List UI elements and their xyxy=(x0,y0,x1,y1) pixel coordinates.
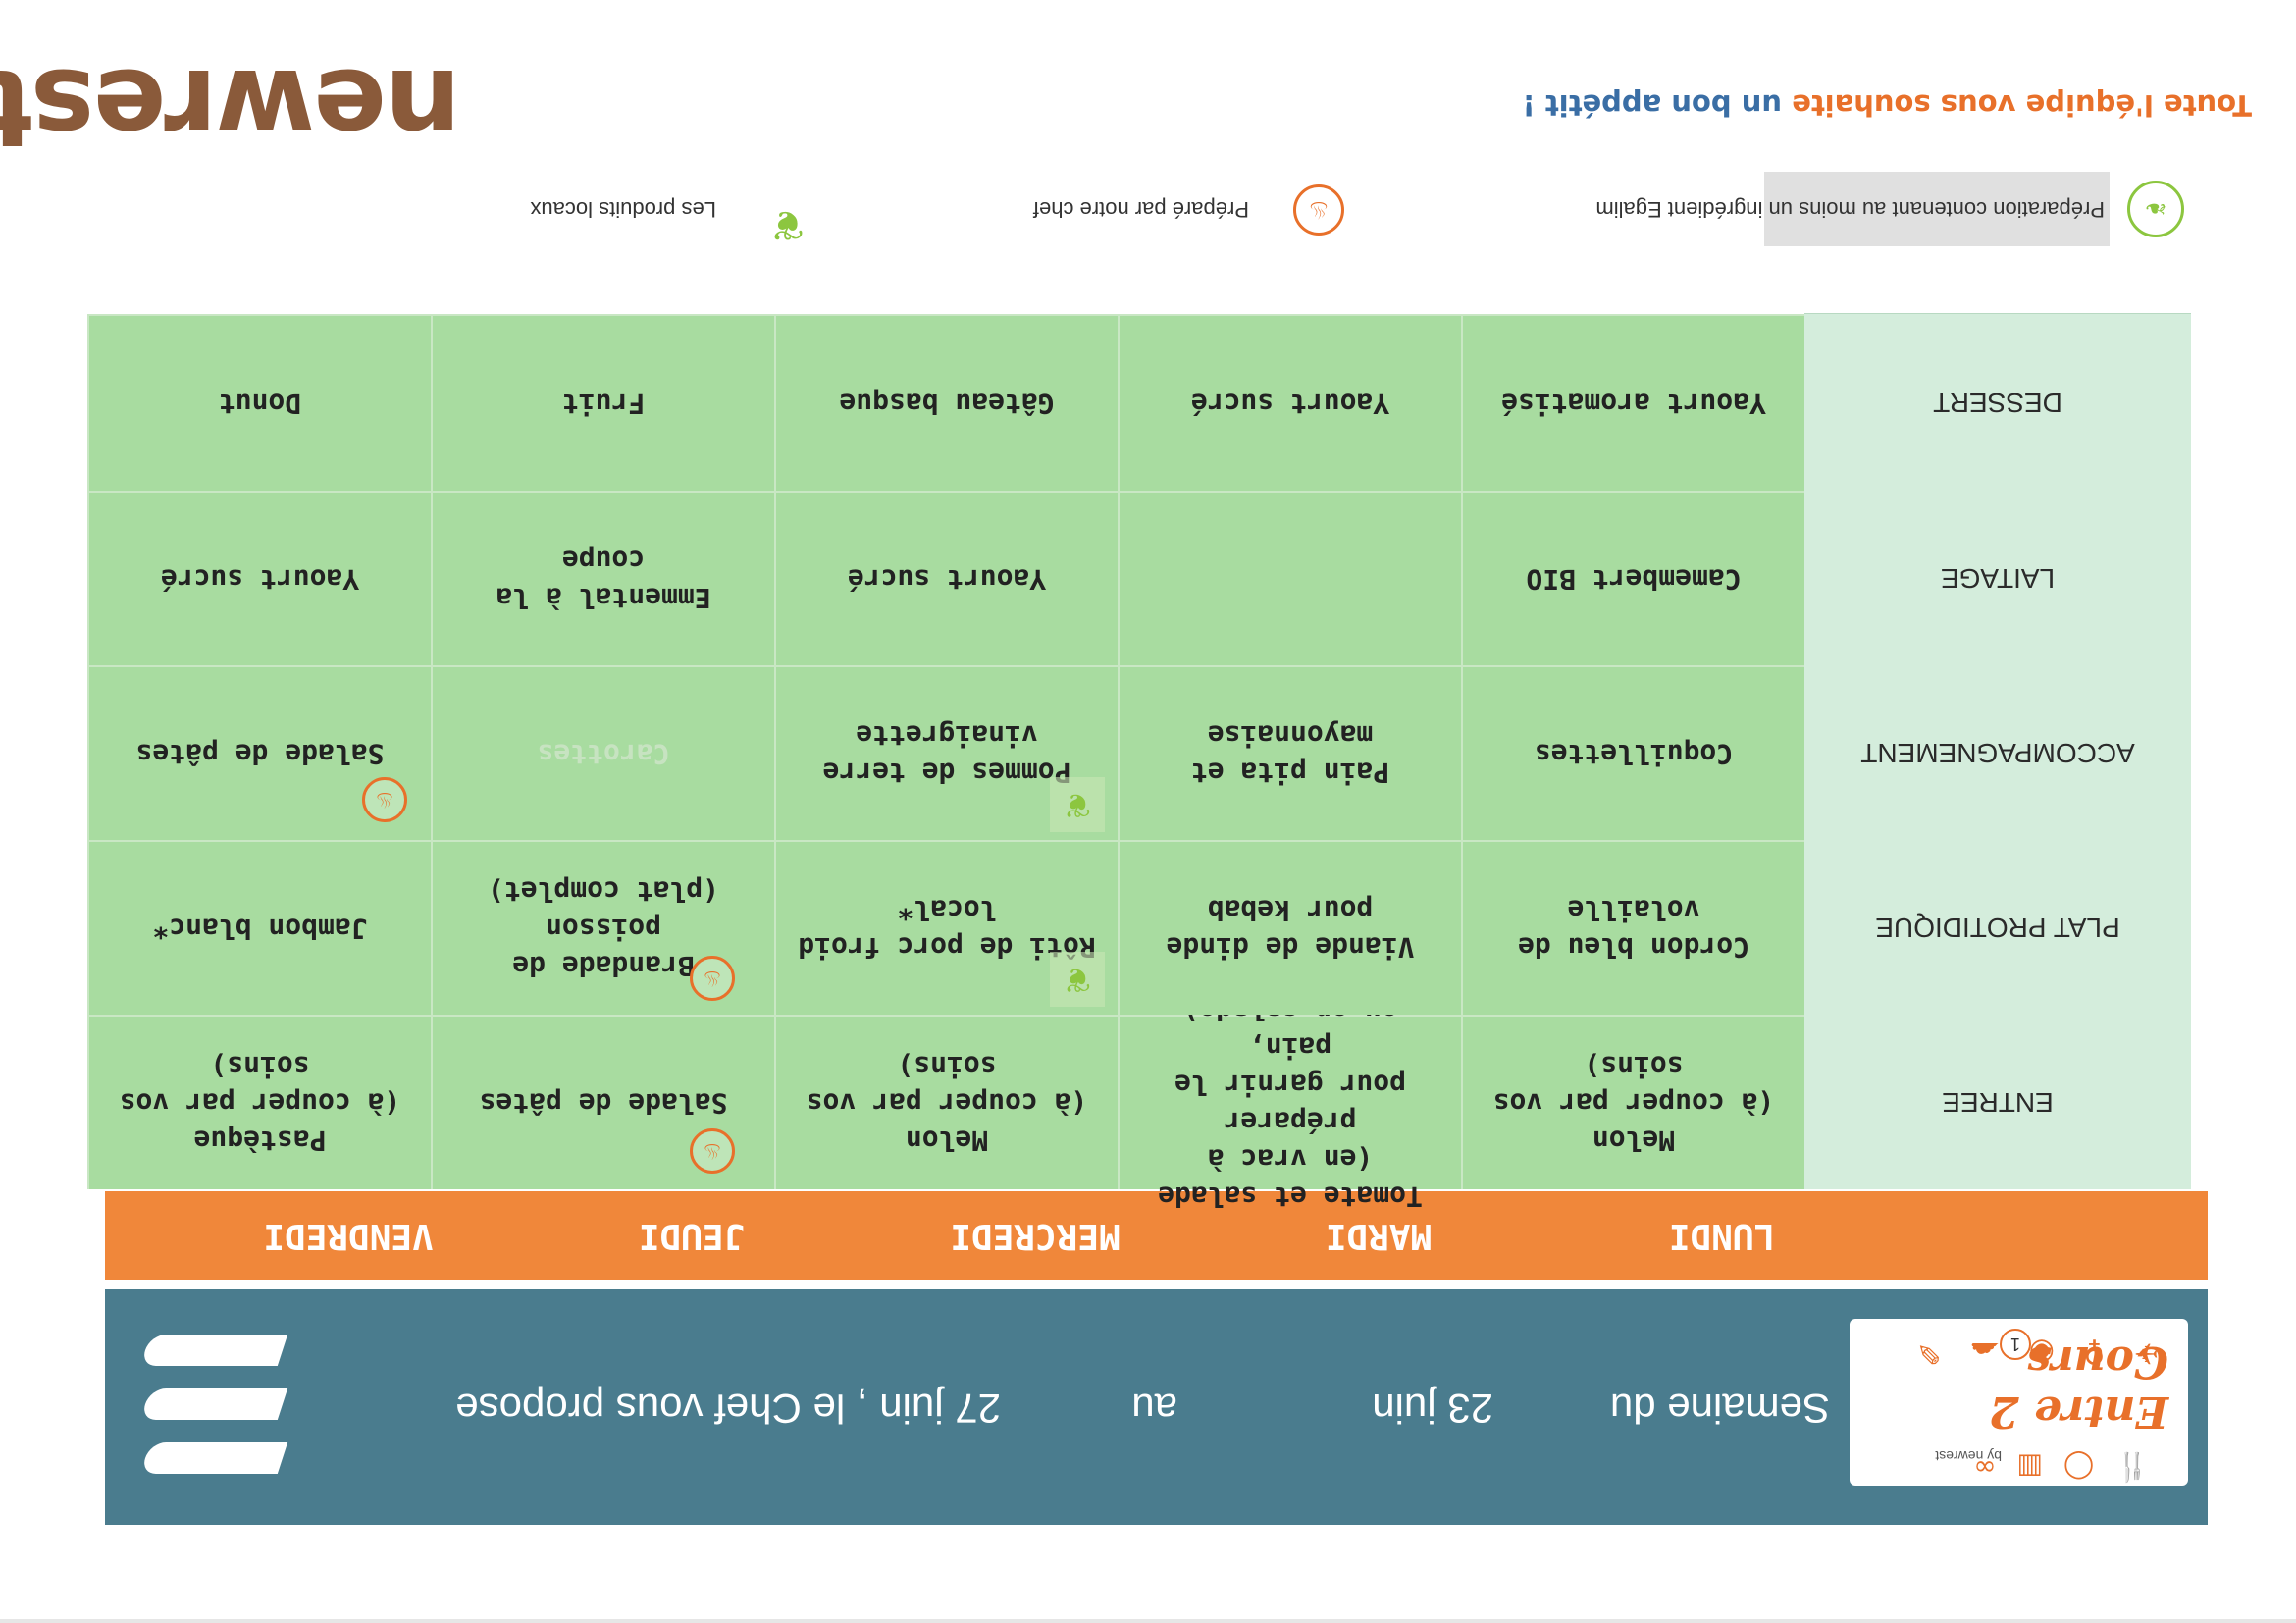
tagline-part2: un bon appétit ! xyxy=(1522,88,1783,122)
chef-icon: ♨ xyxy=(362,777,407,822)
menu-cell: Gâteau basque xyxy=(774,314,1118,491)
week-connector: au xyxy=(1131,1386,1177,1432)
menu-cell: Carottes xyxy=(431,665,774,840)
menu-cell: Pastèque (à couper par vos soins) xyxy=(87,1015,431,1189)
logo-byline: by newrest xyxy=(1935,1448,2002,1464)
row-header-entree: ENTREE xyxy=(1804,1014,2191,1189)
chef-legend-label: Préparé par notre chef xyxy=(1032,197,1249,222)
logo-card: 🍴 ◯ ▥ ∞ by newrest Entre 2 Cours ✈ ♀ ◉ ☁… xyxy=(1850,1319,2188,1486)
school-items-icon: ✈ ♀ ◉ ☁ ✎ xyxy=(1906,1335,2159,1370)
row-header-laitage: LAITAGE xyxy=(1804,490,2191,665)
menu-cell: Yaourt aromatisé xyxy=(1461,314,1804,491)
menu-cell: Pain pita et mayonnaise xyxy=(1118,665,1461,840)
local-product-icon: ❦ xyxy=(1050,777,1105,832)
local-legend-label: Les produits locaux xyxy=(530,197,716,222)
header-banner: 🍴 ◯ ▥ ∞ by newrest Entre 2 Cours ✈ ♀ ◉ ☁… xyxy=(105,1289,2208,1525)
week-prefix: Semaine du xyxy=(1609,1386,1830,1432)
menu-cell: Emmental à la coupe xyxy=(431,491,774,665)
tagline-part1: Toute l'équipe vous souhaite xyxy=(1792,88,2252,122)
week-start-date: 23 juin xyxy=(1372,1386,1493,1432)
day-header: JEUDI xyxy=(638,1216,746,1256)
row-header-plat: PLAT PROTIDIQUE xyxy=(1804,839,2191,1015)
menu-cell: Fruit xyxy=(431,314,774,491)
tagline: Toute l'équipe vous souhaite un bon appé… xyxy=(1522,88,2252,122)
menu-cell: Viande de dinde pour kebab xyxy=(1118,840,1461,1015)
chef-icon: ♨ xyxy=(690,1128,735,1174)
menu-cell: Tomate et salade (en vrac à préparer pou… xyxy=(1118,994,1461,1213)
menu-cell: Cordon bleu de volaille xyxy=(1461,840,1804,1015)
menu-cell: Donut xyxy=(87,314,431,491)
menu-cell: Coquillettes xyxy=(1461,665,1804,840)
menu-cell: Melon (à couper par vos soins) xyxy=(774,1015,1118,1189)
menu-cell: Melon (à couper par vos soins) xyxy=(1461,1015,1804,1189)
local-product-icon: ❦ xyxy=(1050,952,1105,1007)
row-header-accompagnement: ACCOMPAGNEMENT xyxy=(1804,664,2191,840)
menu-cell: Yaourt sucré xyxy=(774,491,1118,665)
menu-cell xyxy=(1118,491,1461,665)
week-end-text: 27 juin , le Chef vous propose xyxy=(455,1386,1001,1432)
local-legend-icon: ❦ xyxy=(769,201,805,249)
egalim-leaf-icon: ❧ xyxy=(2127,181,2184,237)
menu-cell: Jambon blanc* xyxy=(87,840,431,1015)
newrest-logo: newrest xyxy=(0,45,461,171)
day-header: LUNDI xyxy=(1668,1216,1776,1256)
menu-cell: Yaourt sucré xyxy=(87,491,431,665)
egalim-legend-label: Préparation contenant au moins un ingréd… xyxy=(1595,197,2105,222)
row-header-dessert: DESSERT xyxy=(1804,313,2191,491)
brand-stripes-icon xyxy=(139,1331,288,1478)
chef-icon: ♨ xyxy=(690,956,735,1001)
menu-cell: Yaourt sucré xyxy=(1118,314,1461,491)
page-number: 1 xyxy=(2000,1329,2031,1360)
menu-cell: Camembert BIO xyxy=(1461,491,1804,665)
day-header: VENDREDI xyxy=(263,1216,434,1256)
scan-edge xyxy=(0,1619,2296,1623)
chef-legend-icon: ♨ xyxy=(1293,184,1344,236)
